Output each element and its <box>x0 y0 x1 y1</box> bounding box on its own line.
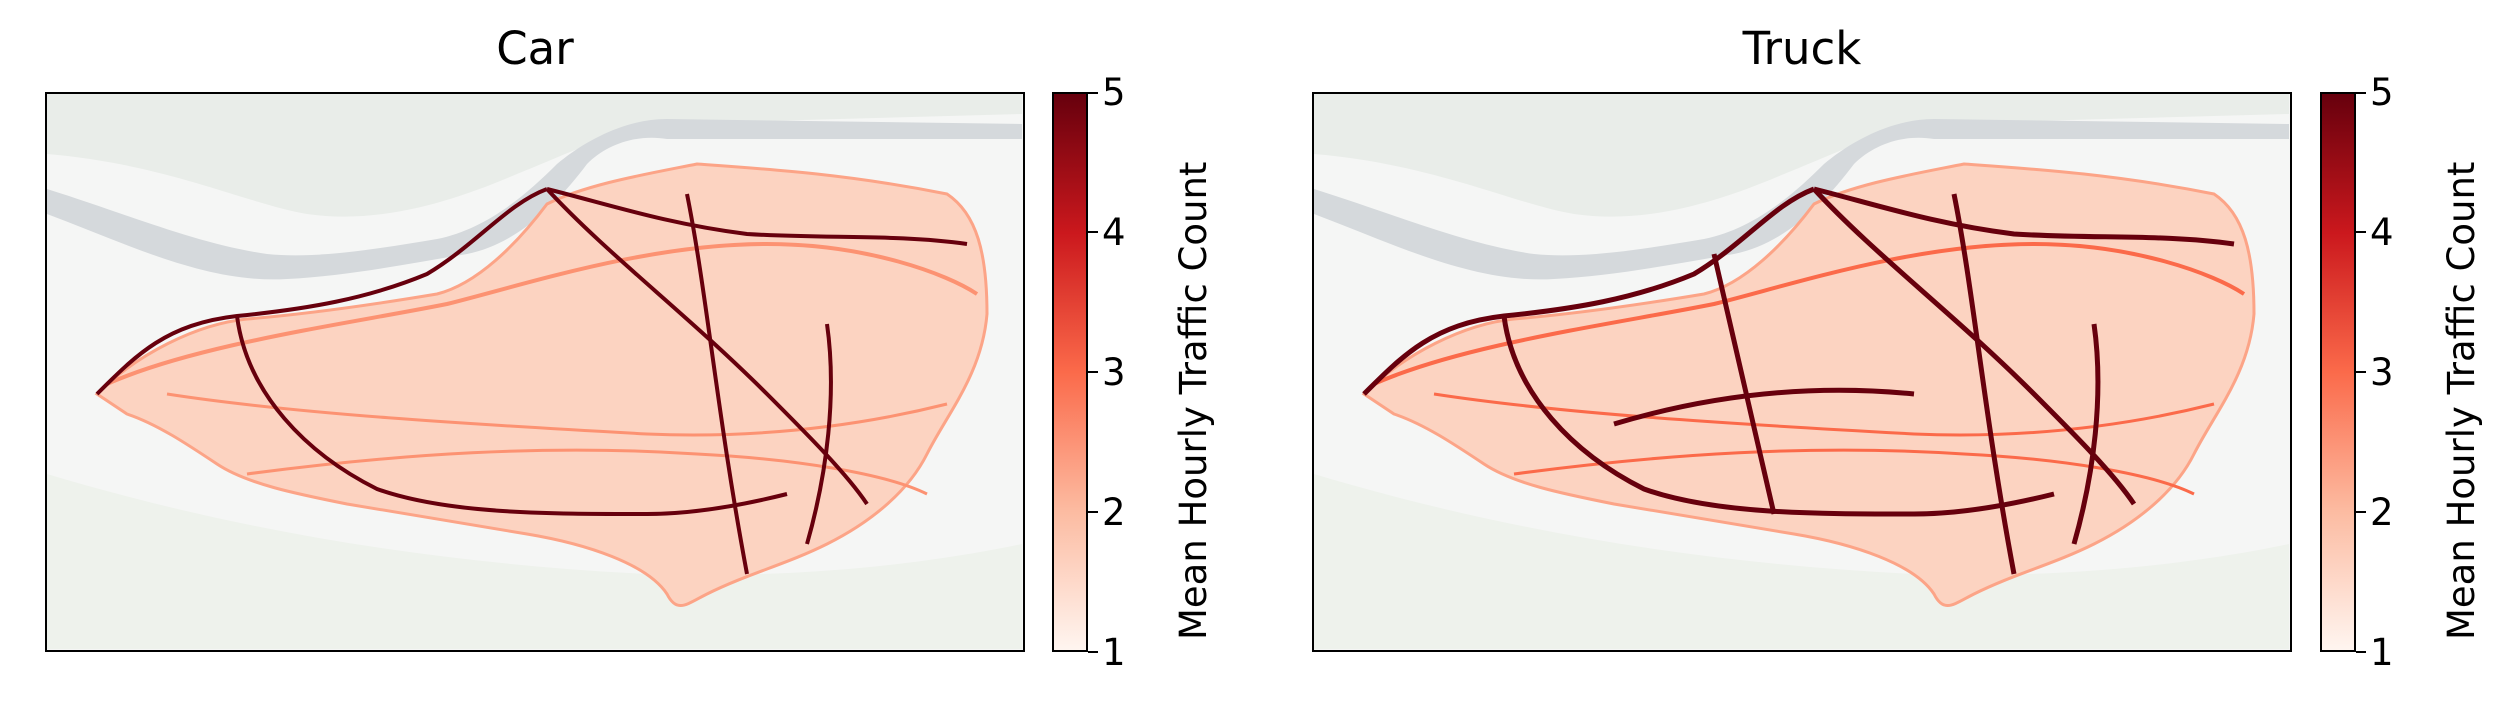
colorbar-tick-label: 1 <box>2370 631 2394 674</box>
river <box>1314 119 2289 280</box>
map-canvas <box>1314 94 2289 649</box>
colorbar-tick-label: 5 <box>1102 71 1126 114</box>
colorbar-tick-label: 5 <box>2370 71 2394 114</box>
colorbar-tick-label: 2 <box>2370 491 2394 534</box>
map-canvas <box>47 94 1022 649</box>
colorbar-label: Mean Hourly Traffic Count <box>1172 161 1215 640</box>
colorbar-tick-label: 4 <box>2370 211 2394 254</box>
panel-title: Truck <box>1742 22 1862 75</box>
colorbar-tick-label: 4 <box>1102 211 1126 254</box>
colorbar-tick-label: 2 <box>1102 491 1126 534</box>
road-network <box>94 162 989 607</box>
major-roads <box>1362 186 2235 575</box>
colorbar-tick-label: 3 <box>1102 351 1126 394</box>
river <box>47 119 1022 280</box>
colorbar-label: Mean Hourly Traffic Count <box>2440 161 2483 640</box>
colorbar <box>1052 92 1088 652</box>
land-area <box>47 94 1022 217</box>
colorbar <box>2320 92 2356 652</box>
colorbar-tick-label: 1 <box>1102 631 1126 674</box>
colorbar-tick-label: 3 <box>2370 351 2394 394</box>
panel-title: Car <box>496 22 574 75</box>
traffic-map <box>45 92 1025 652</box>
green-area <box>47 474 1022 649</box>
traffic-map <box>1312 92 2292 652</box>
road-network <box>1361 162 2256 607</box>
green-area <box>1314 474 2289 649</box>
major-roads <box>95 187 968 575</box>
land-area <box>1314 94 2289 217</box>
